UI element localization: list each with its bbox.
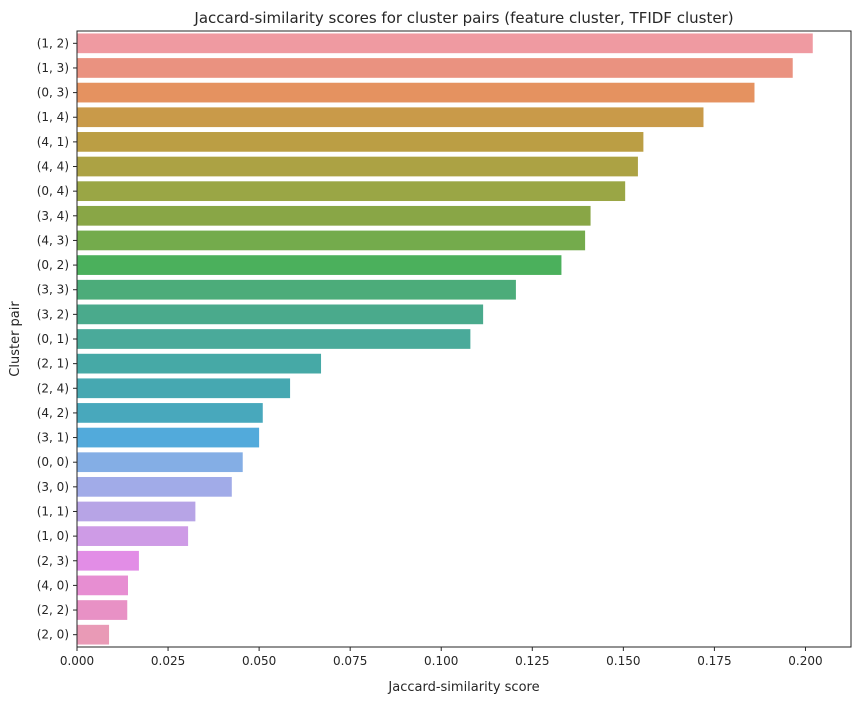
- bar: [77, 304, 484, 325]
- bar: [77, 403, 263, 423]
- x-tick-label: 0.150: [606, 654, 640, 668]
- y-tick-label: (1, 3): [37, 61, 69, 75]
- bar: [77, 550, 139, 571]
- y-tick-label: (2, 0): [37, 628, 69, 642]
- bar: [77, 230, 586, 251]
- bar: [77, 279, 516, 300]
- y-tick-label: (3, 3): [37, 283, 69, 297]
- bar: [77, 33, 813, 54]
- bar: [77, 353, 322, 374]
- y-tick-label: (4, 1): [37, 135, 69, 149]
- bar: [77, 58, 793, 78]
- chart-title: Jaccard-similarity scores for cluster pa…: [193, 9, 733, 27]
- bars-group: [77, 33, 813, 645]
- bar: [77, 452, 243, 473]
- y-tick-label: (2, 4): [37, 381, 69, 395]
- x-tick-label: 0.050: [242, 654, 276, 668]
- y-axis-ticks: (1, 2) (1, 3) (0, 3) (1, 4) (4, 1) (4, 4) (0, …: [37, 36, 77, 642]
- bar: [77, 205, 591, 226]
- y-tick-label: (2, 1): [37, 357, 69, 371]
- bar: [77, 156, 638, 177]
- x-axis-ticks: 0.000 0.025 0.050 0.075 0.100 0.125 0.150 0.175…: [60, 647, 823, 668]
- x-tick-label: 0.200: [788, 654, 822, 668]
- bar: [77, 132, 644, 152]
- y-tick-label: (1, 0): [37, 529, 69, 543]
- y-tick-label: (2, 2): [37, 603, 69, 617]
- y-tick-label: (1, 1): [37, 504, 69, 518]
- y-tick-label: (0, 2): [37, 258, 69, 272]
- bar: [77, 427, 260, 448]
- y-tick-label: (4, 2): [37, 406, 69, 420]
- x-tick-label: 0.100: [424, 654, 458, 668]
- y-tick-label: (4, 3): [37, 233, 69, 247]
- y-tick-label: (3, 0): [37, 480, 69, 494]
- y-tick-label: (0, 0): [37, 455, 69, 469]
- y-tick-label: (2, 3): [37, 554, 69, 568]
- y-axis-label: Cluster pair: [8, 301, 23, 377]
- y-tick-label: (0, 4): [37, 184, 69, 198]
- y-tick-label: (1, 4): [37, 110, 69, 124]
- bar: [77, 575, 128, 596]
- y-tick-label: (1, 2): [37, 36, 69, 50]
- plot-frame: [76, 30, 852, 648]
- y-tick-label: (0, 3): [37, 86, 69, 100]
- x-tick-label: 0.075: [333, 654, 367, 668]
- bar: [77, 526, 189, 546]
- bar: [77, 255, 562, 275]
- x-tick-label: 0.025: [151, 654, 185, 668]
- bar: [77, 501, 196, 522]
- x-axis-label: Jaccard-similarity score: [387, 680, 539, 695]
- bar: [77, 107, 704, 128]
- y-tick-label: (3, 2): [37, 307, 69, 321]
- y-tick-label: (3, 4): [37, 209, 69, 223]
- x-tick-label: 0.000: [60, 654, 94, 668]
- bar: [77, 600, 128, 620]
- y-tick-label: (0, 1): [37, 332, 69, 346]
- bar: [77, 329, 471, 349]
- bar: [77, 378, 291, 399]
- bar: [77, 476, 232, 497]
- bar: [77, 82, 755, 103]
- x-tick-label: 0.125: [515, 654, 549, 668]
- y-tick-label: (4, 0): [37, 578, 69, 592]
- bar: [77, 181, 626, 202]
- y-tick-label: (4, 4): [37, 160, 69, 174]
- y-tick-label: (3, 1): [37, 431, 69, 445]
- x-tick-label: 0.175: [697, 654, 731, 668]
- bar: [77, 624, 110, 645]
